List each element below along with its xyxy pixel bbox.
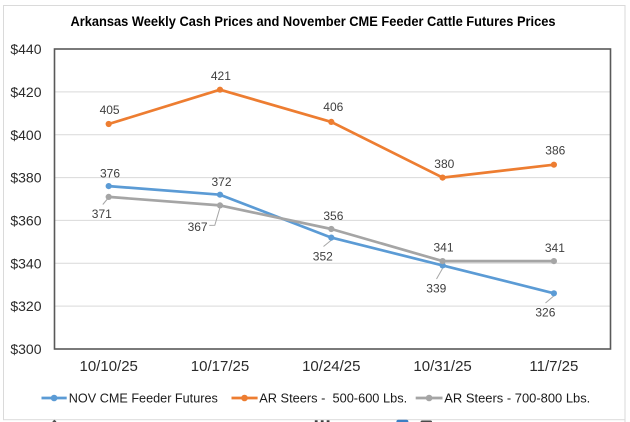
svg-text:380: 380 (434, 157, 454, 171)
svg-text:$440: $440 (10, 41, 41, 57)
svg-text:$340: $340 (10, 255, 41, 271)
svg-text:$420: $420 (10, 84, 41, 100)
svg-text:371: 371 (92, 207, 112, 221)
svg-text:376: 376 (100, 166, 120, 180)
svg-text:NOV CME Feeder Futures: NOV CME Feeder Futures (69, 390, 218, 405)
svg-text:339: 339 (426, 281, 446, 295)
svg-text:AR Steers - 700-800 Lbs.: AR Steers - 700-800 Lbs. (444, 390, 590, 405)
svg-text:$380: $380 (10, 170, 41, 186)
svg-text:405: 405 (100, 103, 120, 117)
svg-text:10/10/25: 10/10/25 (80, 358, 138, 375)
svg-text:AR Steers - 500-600 Lbs.: AR Steers - 500-600 Lbs. (259, 390, 407, 405)
svg-text:421: 421 (211, 69, 231, 83)
svg-text:341: 341 (545, 241, 565, 255)
svg-text:10/31/25: 10/31/25 (413, 358, 471, 375)
svg-text:386: 386 (545, 144, 565, 158)
svg-text:$400: $400 (10, 127, 41, 143)
svg-text:356: 356 (323, 209, 343, 223)
svg-text:$320: $320 (10, 298, 41, 314)
svg-text:341: 341 (433, 241, 453, 255)
svg-text:326: 326 (535, 305, 555, 319)
svg-text:10/24/25: 10/24/25 (302, 358, 360, 375)
svg-text:406: 406 (323, 100, 343, 114)
svg-text:10/17/25: 10/17/25 (191, 358, 249, 375)
svg-text:11/7/25: 11/7/25 (529, 358, 578, 375)
svg-text:367: 367 (188, 220, 208, 234)
svg-text:$360: $360 (10, 212, 41, 228)
svg-text:372: 372 (211, 175, 231, 189)
svg-text:$300: $300 (10, 341, 41, 357)
svg-text:Arkansas Weekly Cash Prices an: Arkansas Weekly Cash Prices and November… (71, 13, 556, 29)
svg-text:352: 352 (313, 250, 333, 264)
